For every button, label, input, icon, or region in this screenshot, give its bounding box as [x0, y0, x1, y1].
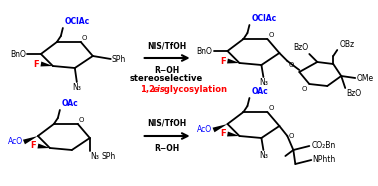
Text: OClAc: OClAc: [65, 17, 90, 26]
Polygon shape: [227, 132, 239, 137]
Text: N₃: N₃: [259, 78, 268, 87]
Polygon shape: [37, 144, 50, 148]
Text: OAc: OAc: [62, 99, 79, 108]
Text: NIS/TfOH: NIS/TfOH: [147, 119, 186, 128]
Text: CO₂Bn: CO₂Bn: [311, 142, 336, 150]
Text: N₃: N₃: [90, 152, 99, 161]
Text: O: O: [79, 117, 84, 123]
Text: cis: cis: [153, 84, 166, 94]
Text: R−OH: R−OH: [154, 144, 179, 153]
Text: N₃: N₃: [73, 83, 81, 92]
Text: OAc: OAc: [251, 87, 268, 96]
Text: O: O: [82, 35, 87, 41]
Text: F: F: [220, 129, 226, 139]
Polygon shape: [40, 62, 53, 66]
Text: AcO: AcO: [197, 126, 212, 134]
Text: AcO: AcO: [8, 137, 23, 147]
Polygon shape: [212, 124, 228, 132]
Text: NIS/TfOH: NIS/TfOH: [147, 41, 186, 50]
Text: glycosylation: glycosylation: [161, 84, 227, 94]
Text: N₃: N₃: [259, 151, 268, 160]
Text: O: O: [268, 105, 274, 111]
Text: BzO: BzO: [346, 89, 361, 98]
Text: BzO: BzO: [293, 43, 308, 52]
Text: stereoselective: stereoselective: [130, 73, 203, 83]
Text: BnO: BnO: [197, 46, 212, 55]
Text: F: F: [33, 60, 39, 68]
Text: SPh: SPh: [102, 152, 116, 161]
Text: NPhth: NPhth: [312, 155, 336, 164]
Text: O: O: [288, 62, 294, 68]
Text: OClAc: OClAc: [251, 14, 277, 23]
Polygon shape: [23, 136, 38, 144]
Text: BnO: BnO: [10, 49, 26, 59]
Text: F: F: [30, 142, 36, 150]
Text: F: F: [220, 57, 226, 65]
Text: O: O: [288, 133, 294, 139]
Text: 1,2-: 1,2-: [140, 84, 158, 94]
Polygon shape: [227, 59, 239, 63]
Text: SPh: SPh: [112, 54, 126, 63]
Text: R−OH: R−OH: [154, 66, 179, 75]
Text: O: O: [302, 86, 307, 92]
Text: O: O: [268, 32, 274, 38]
Text: OBz: OBz: [339, 40, 354, 49]
Text: OMe: OMe: [356, 73, 373, 83]
